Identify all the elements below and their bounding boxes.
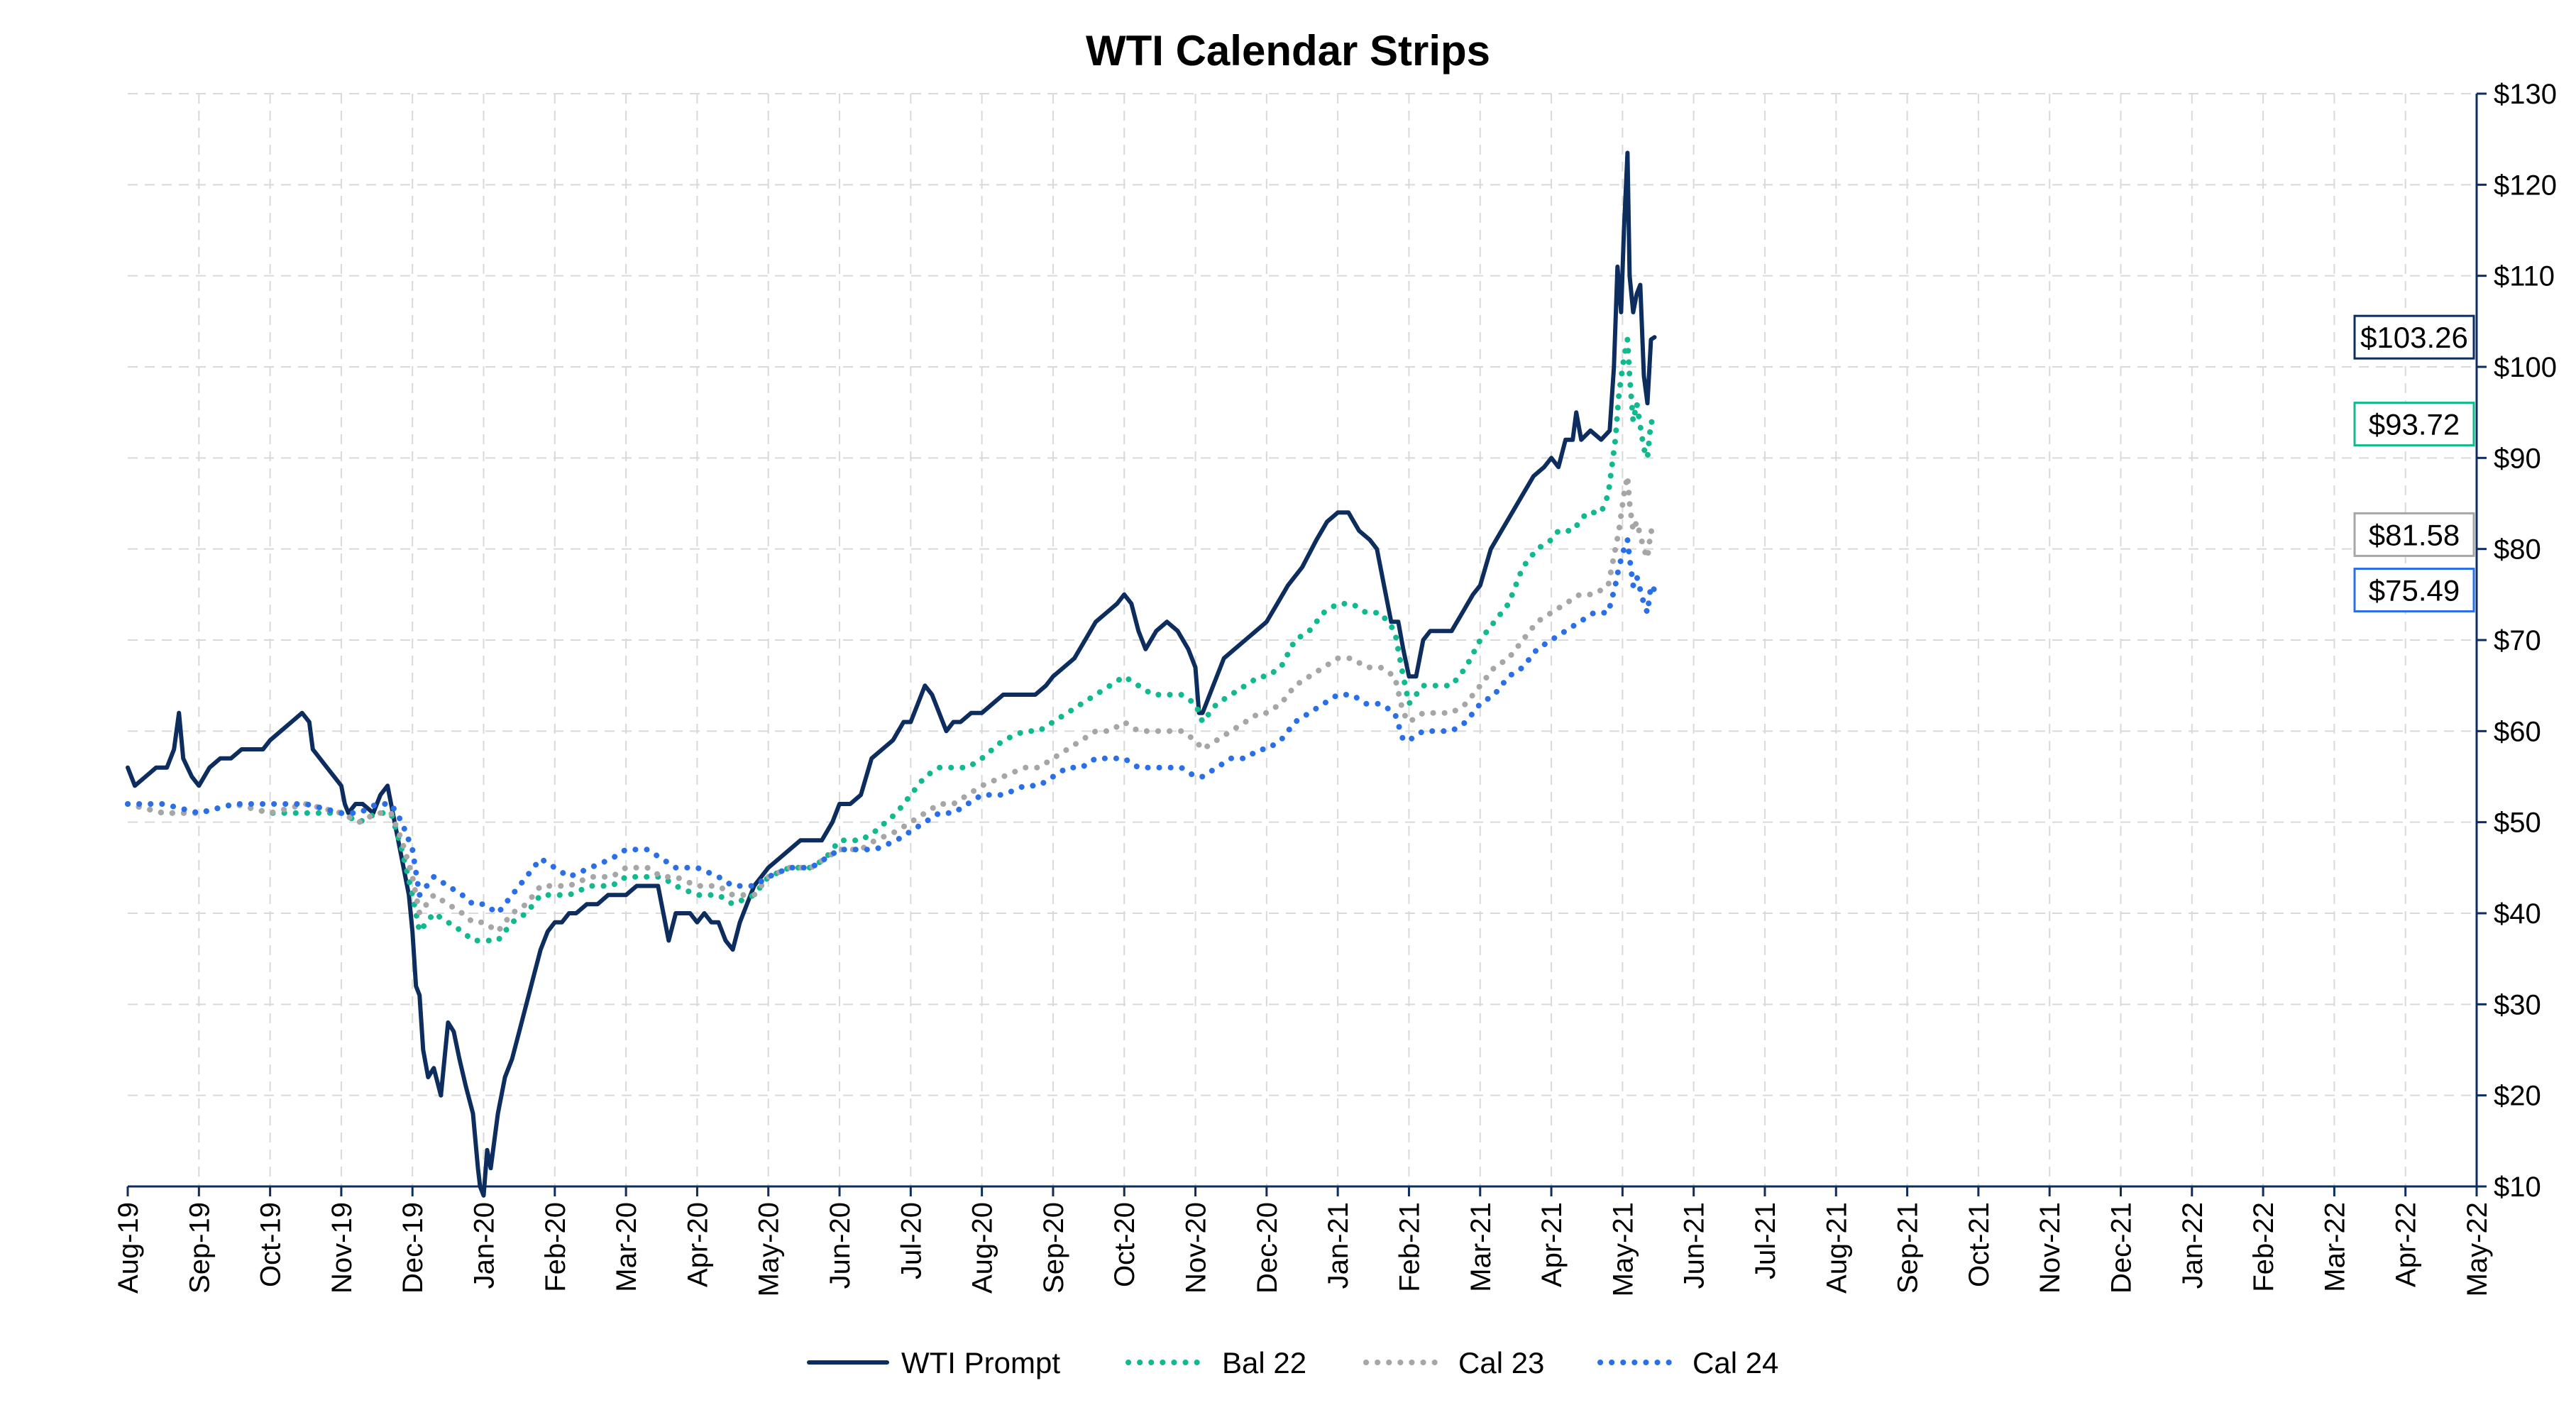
- x-tick-label: Oct-21: [1964, 1202, 1995, 1287]
- y-tick-label: $130: [2494, 79, 2557, 110]
- x-tick-label: Jun-21: [1679, 1202, 1710, 1289]
- x-tick-label: Sep-21: [1893, 1202, 1924, 1294]
- x-tick-label: Nov-19: [326, 1202, 358, 1294]
- x-tick-label: May-20: [754, 1202, 785, 1296]
- x-tick-label: May-22: [2462, 1202, 2493, 1296]
- x-tick-label: Jan-20: [469, 1202, 500, 1289]
- x-tick-label: Apr-20: [682, 1202, 713, 1287]
- x-tick-label: Jul-21: [1750, 1202, 1781, 1279]
- x-tick-label: Dec-20: [1252, 1202, 1283, 1294]
- x-tick-label: Mar-22: [2319, 1202, 2350, 1292]
- x-tick-label: May-21: [1607, 1202, 1639, 1296]
- x-tick-label: Feb-22: [2248, 1202, 2279, 1292]
- x-tick-label: Oct-20: [1109, 1202, 1140, 1287]
- x-tick-label: Nov-21: [2035, 1202, 2066, 1294]
- y-tick-label: $30: [2494, 989, 2541, 1020]
- legend-label: WTI Prompt: [901, 1346, 1060, 1379]
- x-tick-label: Jul-20: [896, 1202, 927, 1279]
- end-label-box: [2353, 512, 2475, 557]
- end-label-bal-22: $93.72: [2353, 402, 2475, 447]
- end-label-value: $93.72: [2369, 408, 2460, 441]
- end-label-cal-24: $75.49: [2353, 568, 2475, 613]
- end-label-box: [2353, 568, 2475, 613]
- end-label-cal-23: $81.58: [2353, 512, 2475, 557]
- y-tick-label: $120: [2494, 170, 2557, 201]
- series-line-wti-prompt: [126, 150, 1657, 1198]
- series-line-cal-23: [125, 473, 1658, 935]
- x-tick-label: Oct-19: [255, 1202, 287, 1287]
- y-tick-label: $60: [2494, 716, 2541, 747]
- y-tick-label: $40: [2494, 898, 2541, 930]
- end-label-box: [2353, 314, 2475, 360]
- end-label-value: $75.49: [2369, 574, 2460, 607]
- y-axis-ticks: $10 $20 $30 $40 $50 $60 $70 $80 $90 $100 $110 $120 $…: [2477, 79, 2557, 1203]
- legend-label: Bal 22: [1222, 1346, 1306, 1379]
- end-label-wti-prompt: $103.26: [2353, 314, 2475, 360]
- x-tick-label: Apr-21: [1536, 1202, 1568, 1287]
- x-tick-label: Aug-20: [967, 1202, 998, 1294]
- x-tick-label: Feb-20: [540, 1202, 571, 1292]
- y-tick-label: $110: [2494, 261, 2555, 292]
- x-tick-label: Mar-21: [1465, 1202, 1497, 1292]
- y-tick-label: $10: [2494, 1172, 2541, 1203]
- end-labels: $103.26 $93.72 $81.58 $75.49: [2353, 314, 2475, 613]
- legend-item-cal-24: Cal 24: [1597, 1346, 1778, 1379]
- legend-item-bal-22: Bal 22: [1125, 1346, 1306, 1379]
- legend-label: Cal 23: [1458, 1346, 1544, 1379]
- legend-item-cal-23: Cal 23: [1363, 1346, 1544, 1379]
- x-tick-label: Jun-20: [825, 1202, 856, 1289]
- y-tick-label: $20: [2494, 1081, 2541, 1112]
- x-tick-label: Apr-22: [2391, 1202, 2422, 1287]
- y-tick-label: $90: [2494, 443, 2541, 474]
- y-tick-label: $80: [2494, 534, 2541, 566]
- x-tick-label: Dec-19: [397, 1202, 429, 1294]
- end-label-value: $103.26: [2360, 321, 2468, 354]
- chart-title: WTI Calendar Strips: [1086, 27, 1490, 75]
- series-line-bal-22: [125, 336, 1658, 944]
- x-tick-label: Nov-20: [1181, 1202, 1212, 1294]
- x-tick-label: Jan-21: [1323, 1202, 1354, 1289]
- y-tick-label: $50: [2494, 808, 2541, 839]
- x-axis-ticks: Aug-19 Sep-19 Oct-19 Nov-19 Dec-19 Jan-20 Feb-…: [113, 1186, 2493, 1296]
- x-tick-label: Aug-19: [113, 1202, 144, 1294]
- legend: WTI Prompt Bal 22 Cal 23 Cal 24: [807, 1346, 1778, 1379]
- series-layer: [125, 150, 1658, 1198]
- x-tick-label: Mar-20: [611, 1202, 642, 1292]
- y-tick-label: $70: [2494, 625, 2541, 656]
- end-label-box: [2353, 402, 2475, 447]
- series-line-cal-24: [125, 536, 1658, 916]
- x-tick-label: Sep-20: [1038, 1202, 1069, 1294]
- legend-item-wti-prompt: WTI Prompt: [807, 1346, 1060, 1379]
- x-tick-label: Jan-22: [2177, 1202, 2208, 1289]
- y-tick-label: $100: [2494, 352, 2557, 383]
- x-tick-label: Aug-21: [1821, 1202, 1852, 1294]
- x-tick-label: Feb-21: [1394, 1202, 1425, 1292]
- x-tick-label: Dec-21: [2106, 1202, 2137, 1294]
- legend-label: Cal 24: [1692, 1346, 1778, 1379]
- end-label-value: $81.58: [2369, 518, 2460, 551]
- x-tick-label: Sep-19: [184, 1202, 215, 1294]
